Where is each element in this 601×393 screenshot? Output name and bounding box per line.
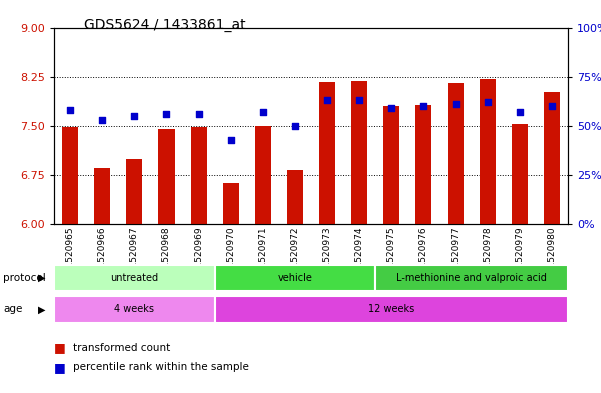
Text: 12 weeks: 12 weeks	[368, 305, 415, 314]
Bar	[415, 105, 432, 224]
Bar	[287, 170, 303, 224]
FancyBboxPatch shape	[54, 296, 215, 323]
Bar	[126, 158, 142, 224]
Point	[322, 97, 332, 103]
Point	[97, 117, 107, 123]
Point	[355, 97, 364, 103]
Point	[194, 111, 203, 117]
Text: percentile rank within the sample: percentile rank within the sample	[73, 362, 249, 373]
Bar	[159, 129, 174, 224]
Bar	[255, 126, 271, 224]
Point	[386, 105, 396, 111]
Text: ▶: ▶	[38, 305, 45, 314]
Text: untreated: untreated	[111, 273, 159, 283]
FancyBboxPatch shape	[54, 265, 215, 291]
Bar	[511, 125, 528, 224]
Text: age: age	[3, 305, 22, 314]
Bar	[94, 168, 111, 224]
Point	[547, 103, 557, 109]
Bar	[191, 127, 207, 224]
Bar	[480, 79, 496, 224]
Point	[162, 111, 171, 117]
Text: transformed count: transformed count	[73, 343, 171, 353]
Point	[290, 123, 300, 129]
Bar	[351, 81, 367, 224]
Text: ■: ■	[54, 361, 66, 374]
Text: ■: ■	[54, 341, 66, 354]
Bar	[62, 127, 78, 224]
Text: vehicle: vehicle	[278, 273, 313, 283]
FancyBboxPatch shape	[215, 265, 375, 291]
Point	[483, 99, 492, 105]
Point	[419, 103, 429, 109]
Bar	[319, 82, 335, 224]
Bar	[383, 106, 399, 224]
Text: L-methionine and valproic acid: L-methionine and valproic acid	[396, 273, 547, 283]
Bar	[448, 83, 463, 224]
Point	[66, 107, 75, 113]
Text: ▶: ▶	[38, 273, 45, 283]
Text: protocol: protocol	[3, 273, 46, 283]
FancyBboxPatch shape	[215, 296, 568, 323]
Point	[226, 136, 236, 143]
Text: GDS5624 / 1433861_at: GDS5624 / 1433861_at	[84, 18, 246, 32]
Point	[130, 113, 139, 119]
Point	[515, 109, 525, 115]
FancyBboxPatch shape	[375, 265, 568, 291]
Bar	[544, 92, 560, 224]
Text: 4 weeks: 4 weeks	[114, 305, 154, 314]
Point	[451, 101, 460, 107]
Point	[258, 109, 267, 115]
Bar	[223, 184, 239, 224]
